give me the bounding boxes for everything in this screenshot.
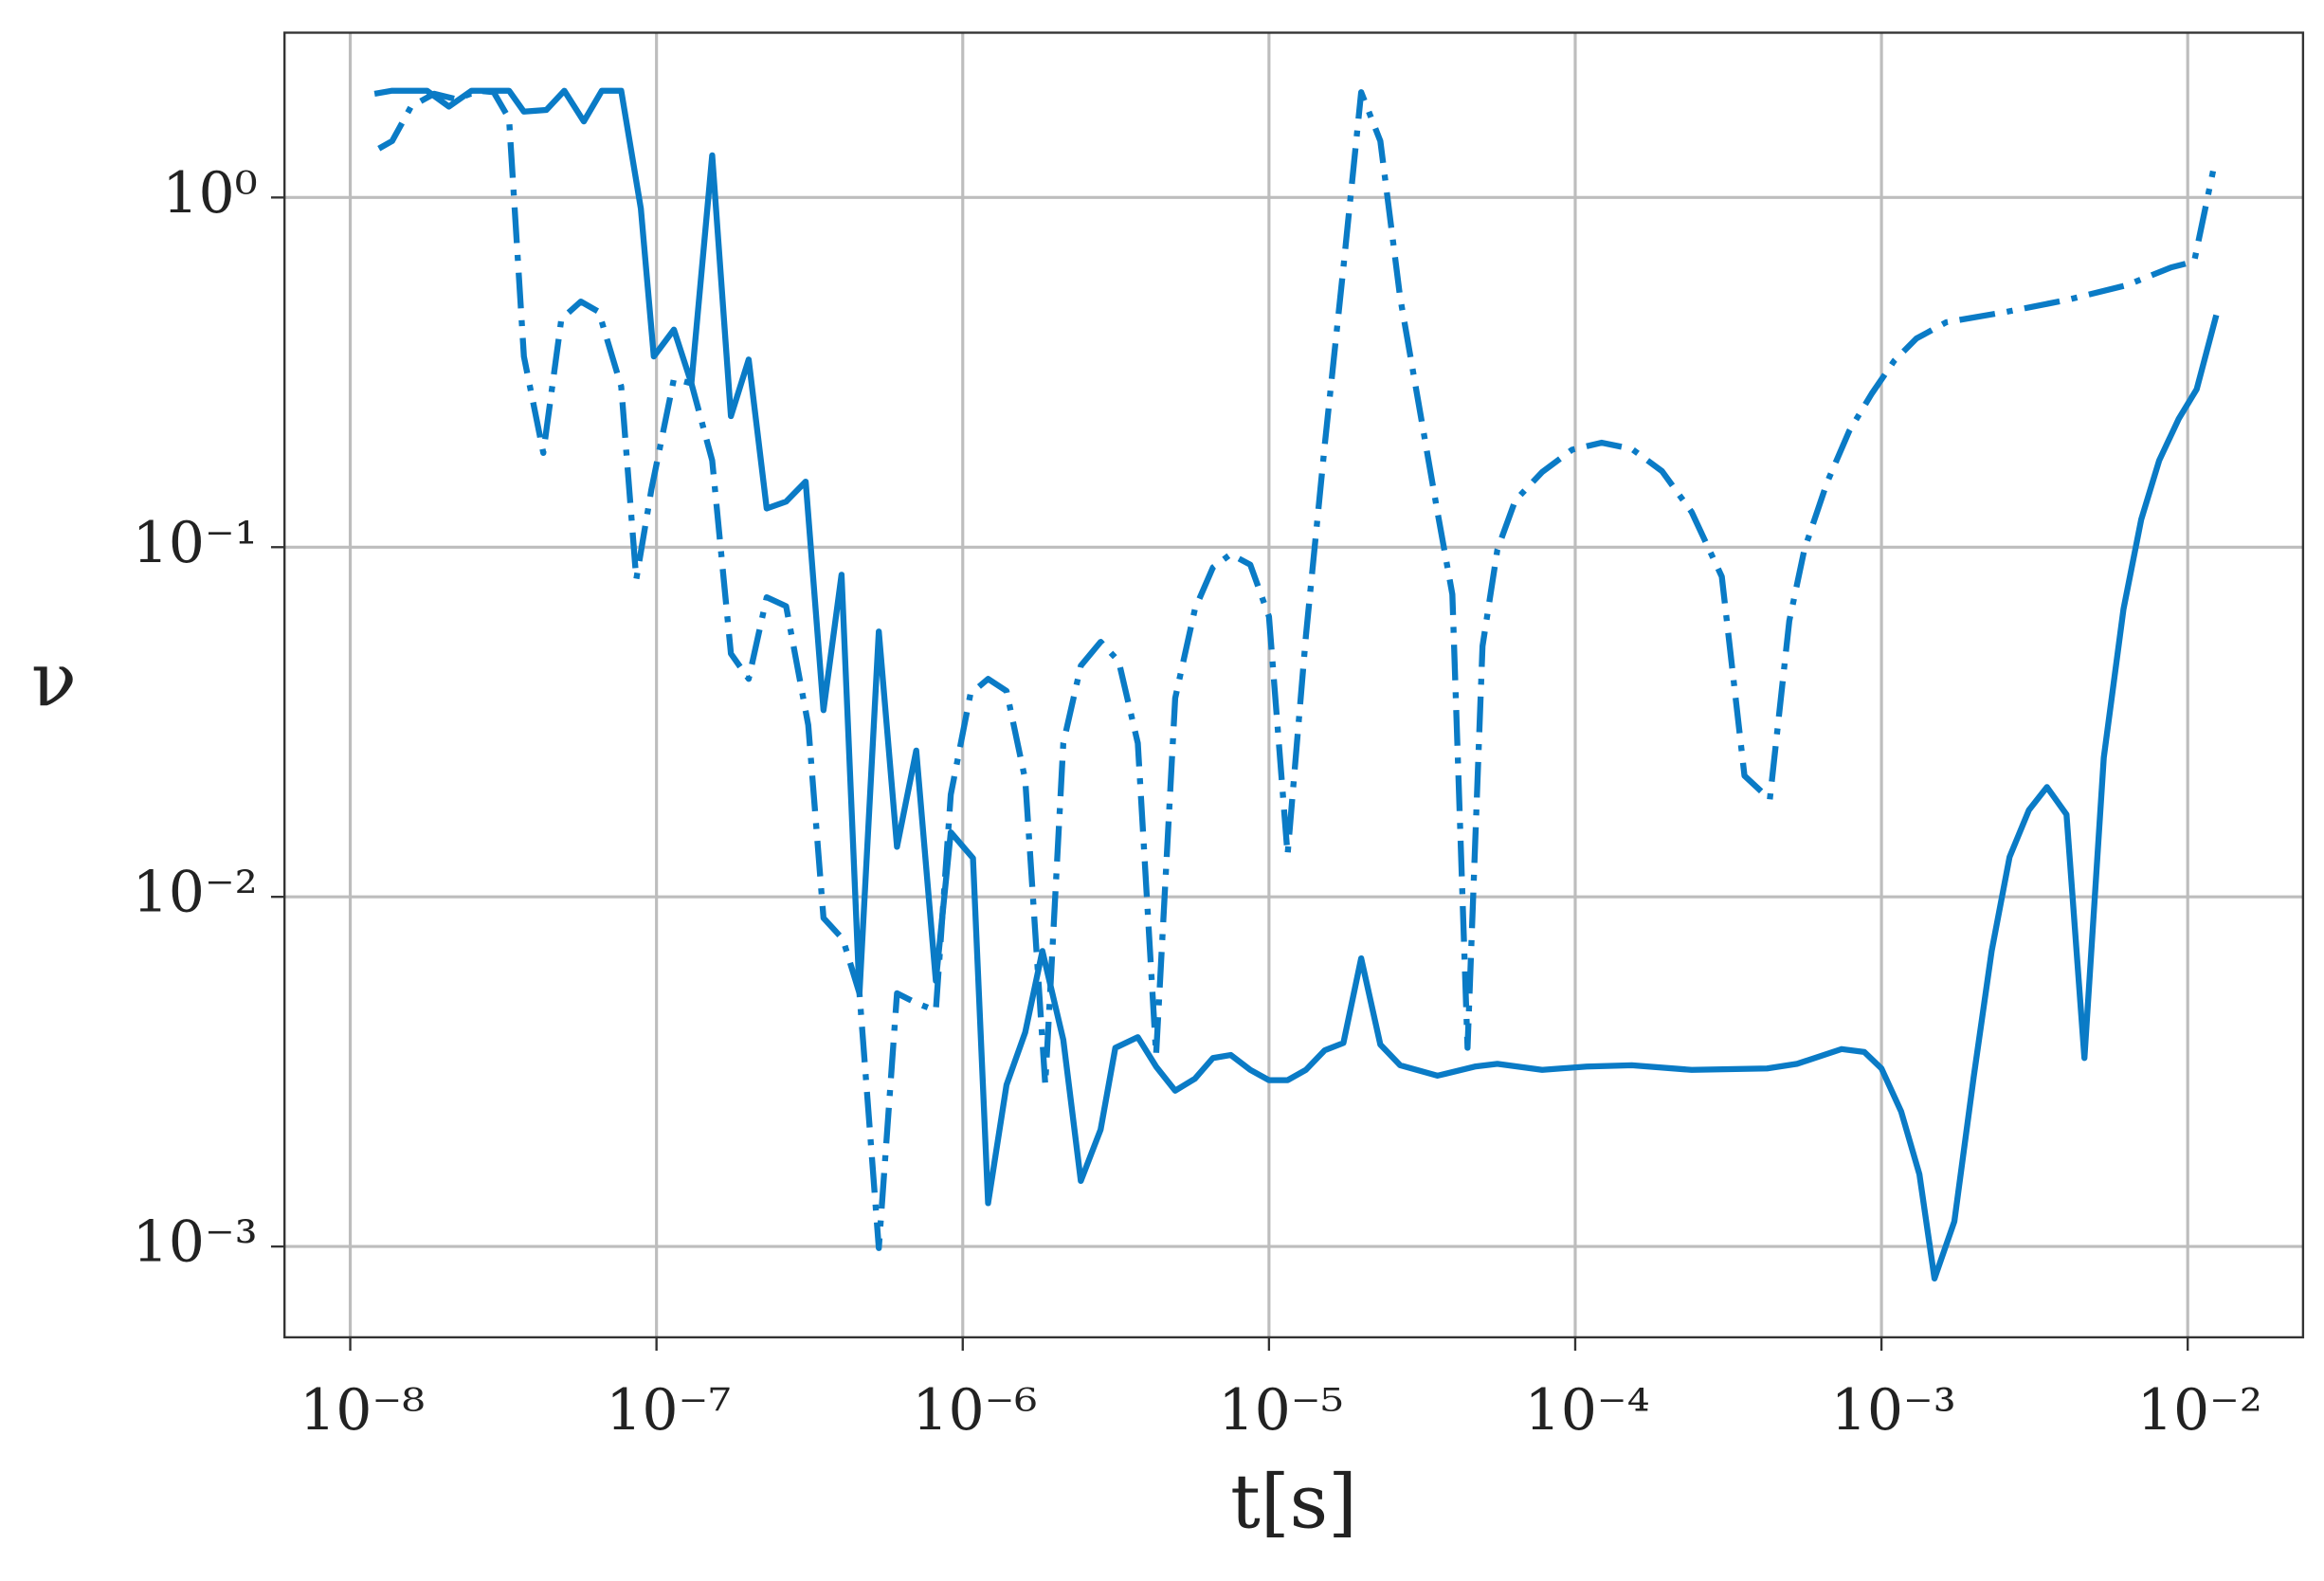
line-series bbox=[373, 87, 2220, 1282]
x-tick-label: 10⁻⁶ bbox=[912, 1377, 1037, 1444]
x-tick-label: 10⁻⁴ bbox=[1525, 1377, 1650, 1444]
x-tick-label: 10⁻⁸ bbox=[300, 1377, 425, 1444]
y-tick-label: 10⁻³ bbox=[133, 1209, 258, 1276]
y-tick-label: 10⁻² bbox=[133, 860, 258, 926]
x-tick-label: 10⁻² bbox=[2137, 1377, 2262, 1444]
plot-frame bbox=[282, 31, 2305, 1339]
y-tick-label: 10⁻¹ bbox=[133, 510, 258, 576]
y-axis-label: ν bbox=[31, 637, 77, 724]
y-tick-label: 10⁰ bbox=[162, 160, 257, 227]
x-tick-label: 10⁻⁵ bbox=[1218, 1377, 1343, 1444]
x-tick-label: 10⁻⁷ bbox=[606, 1377, 731, 1444]
x-tick-label: 10⁻³ bbox=[1831, 1377, 1956, 1444]
x-axis-label: t[s] bbox=[1230, 1459, 1357, 1546]
